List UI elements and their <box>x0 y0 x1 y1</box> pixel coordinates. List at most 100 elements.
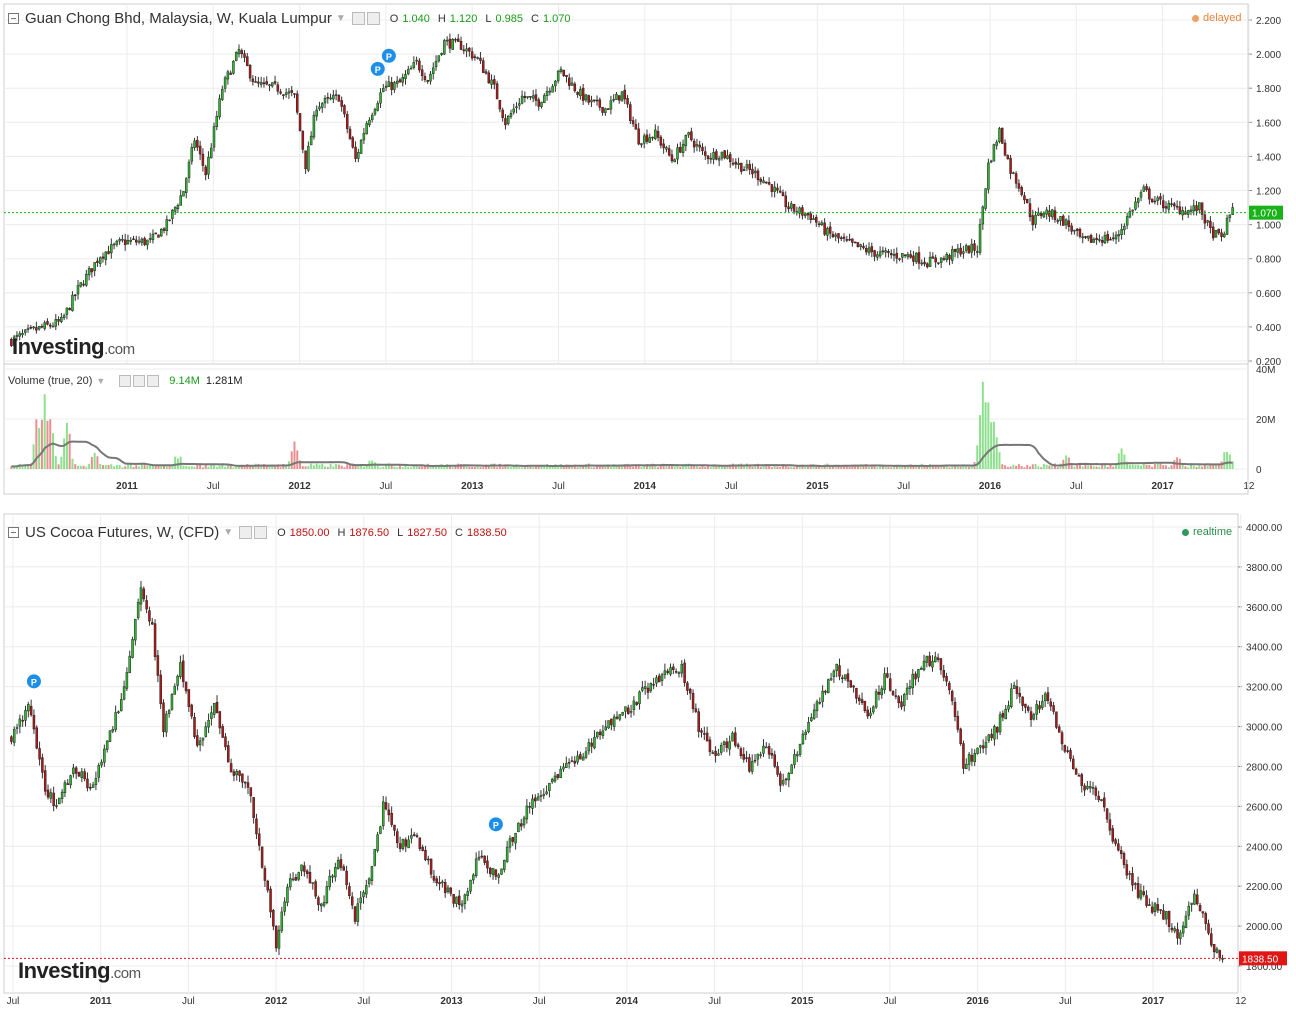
candle-body <box>486 860 489 869</box>
x-tick-label: Jul <box>7 996 20 1007</box>
candle-body <box>1064 219 1068 226</box>
volume-bar <box>995 437 998 469</box>
candle-body <box>465 48 468 52</box>
candle-body <box>137 240 141 243</box>
volume-bar <box>143 463 146 469</box>
volume-bar <box>1001 464 1004 469</box>
collapse-icon[interactable] <box>8 13 19 24</box>
candle-body <box>1134 201 1137 210</box>
candle-body <box>1001 713 1005 718</box>
volume-bar <box>840 466 843 469</box>
candle-body <box>554 80 557 87</box>
candle-body <box>576 755 579 763</box>
candle-body <box>128 655 131 674</box>
gear-icon[interactable] <box>366 12 380 25</box>
settings-icon[interactable] <box>239 526 253 539</box>
candle-body <box>691 693 695 709</box>
volume-bar <box>698 466 701 469</box>
candle-body <box>1048 210 1051 217</box>
candle-body <box>725 741 729 748</box>
volume-bar <box>471 466 474 469</box>
top-chart-title: Guan Chong Bhd, Malaysia, W, Kuala Lumpu… <box>25 10 332 27</box>
candle-body <box>953 701 957 717</box>
gear-icon[interactable] <box>254 526 268 539</box>
volume-bar <box>751 466 754 469</box>
candle-body <box>739 748 743 757</box>
volume-bar <box>798 465 801 469</box>
candle-body <box>259 82 263 85</box>
candle-body <box>1195 894 1199 905</box>
candle-body <box>365 123 368 135</box>
volume-bar <box>984 402 987 469</box>
collapse-icon[interactable] <box>8 527 19 538</box>
candle-body <box>224 736 227 748</box>
settings-icon[interactable] <box>119 375 132 387</box>
candle-body <box>505 846 509 862</box>
y-tick-label: 1.800 <box>1256 84 1281 95</box>
volume-bar <box>687 463 690 469</box>
candle-body <box>1211 226 1215 239</box>
candle-body <box>325 886 329 904</box>
volume-bar <box>1004 465 1007 469</box>
chevron-down-icon[interactable]: ▼ <box>96 376 106 386</box>
volume-bar <box>1065 455 1068 469</box>
volume-bar <box>959 466 962 469</box>
candle-body <box>851 238 854 243</box>
volume-bar <box>754 464 757 469</box>
volume-bar <box>393 466 396 469</box>
candle-body <box>501 109 504 118</box>
candle-body <box>908 686 912 689</box>
candle-body <box>931 256 935 259</box>
candle-body <box>841 677 844 679</box>
volume-bar <box>773 465 776 469</box>
volume-bar <box>335 463 338 469</box>
volume-bar <box>1226 451 1229 469</box>
candle-body <box>48 324 52 327</box>
chevron-down-icon[interactable]: ▼ <box>335 13 346 24</box>
candle-body <box>942 258 946 260</box>
candle-body <box>719 745 723 753</box>
candle-body <box>304 150 307 170</box>
volume-bar <box>876 467 879 469</box>
candle-body <box>235 771 238 776</box>
candle-body <box>1111 828 1114 842</box>
status-text: realtime <box>1193 526 1233 538</box>
candle-body <box>1092 238 1096 243</box>
volume-bar <box>931 465 934 469</box>
candle-body <box>660 674 664 681</box>
y-tick-label: 3800.00 <box>1246 563 1283 574</box>
chevron-down-icon[interactable]: ▼ <box>223 527 234 538</box>
candle-body <box>576 92 579 95</box>
volume-bar <box>1045 464 1048 469</box>
volume-bar <box>768 465 771 469</box>
candle-body <box>776 766 779 775</box>
candle-body <box>249 787 253 797</box>
close-icon[interactable] <box>147 375 160 387</box>
volume-bar <box>601 465 604 469</box>
candle-body <box>215 701 219 714</box>
candle-body <box>134 618 137 641</box>
candle-body <box>728 741 731 750</box>
candle-body <box>1057 726 1061 733</box>
volume-bar <box>274 466 277 469</box>
settings-icon[interactable] <box>351 12 365 25</box>
candle-body <box>781 192 785 197</box>
candle-body <box>912 255 915 262</box>
logo-main: Investing <box>18 958 111 983</box>
candle-body <box>934 257 937 263</box>
candle-body <box>715 151 718 160</box>
volume-bar <box>443 466 446 469</box>
volume-bar <box>529 465 532 469</box>
candle-body <box>319 903 323 907</box>
candle-body <box>581 87 585 101</box>
gear-icon[interactable] <box>133 375 146 387</box>
candle-body <box>728 154 732 162</box>
candle-body <box>303 865 306 872</box>
candle-body <box>269 888 272 913</box>
x-tick-label: Jul <box>897 481 910 492</box>
candle-body <box>252 797 255 818</box>
candle-body <box>148 610 151 622</box>
candle-body <box>1122 853 1126 865</box>
candle-body <box>1073 229 1076 232</box>
